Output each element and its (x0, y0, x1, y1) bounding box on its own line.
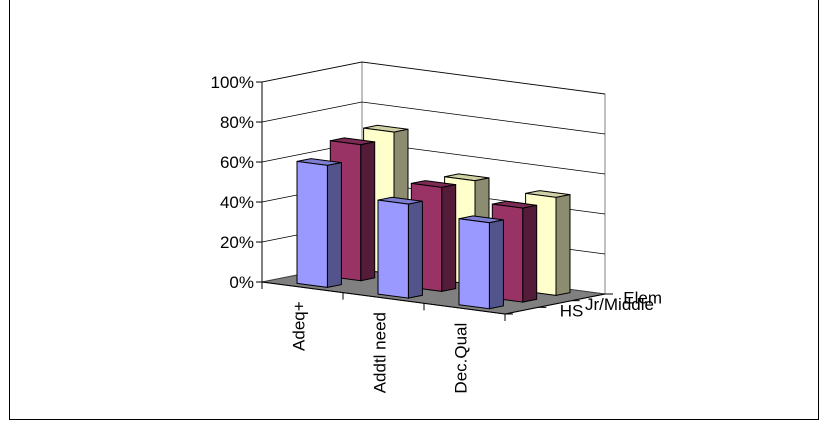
series-label: Jr/Middle (585, 295, 654, 314)
category-label: Adeq+ (290, 301, 309, 351)
axes (261, 82, 606, 315)
bar-hs-1 (377, 196, 423, 299)
bar-side (555, 193, 571, 297)
y-tick-label: 0% (229, 273, 254, 292)
y-axis-ticks: 0% 20% 40% 60% 80% 100% (211, 73, 262, 292)
y-tick-label: 60% (220, 153, 254, 172)
bar-side (360, 141, 376, 282)
x-axis-line (261, 281, 506, 315)
gridline (261, 61, 606, 95)
category-label: Addtl need (371, 312, 390, 393)
bar-front (296, 160, 328, 288)
y-tick-label: 40% (220, 193, 254, 212)
y-tick-label: 100% (211, 73, 254, 92)
bar-hs-0 (296, 158, 342, 289)
gridline (261, 101, 606, 135)
series-label: HS (560, 302, 584, 321)
bar-side (522, 204, 538, 303)
y-tick-label: 80% (220, 113, 254, 132)
series-label: Elem (623, 288, 662, 307)
bar-side (407, 200, 423, 299)
bar-front (377, 199, 409, 299)
bar-side (441, 183, 457, 293)
depth-axis-line (504, 293, 606, 315)
y-tick-label: 20% (220, 233, 254, 252)
bar-front (458, 218, 490, 310)
category-label: Dec.Qual (452, 323, 471, 394)
bar-side (326, 161, 342, 289)
bar-hs-2 (458, 215, 504, 310)
bars (296, 124, 571, 310)
category-labels: Adeq+ Addtl need Dec.Qual (261, 282, 506, 394)
bar-side (488, 219, 504, 310)
